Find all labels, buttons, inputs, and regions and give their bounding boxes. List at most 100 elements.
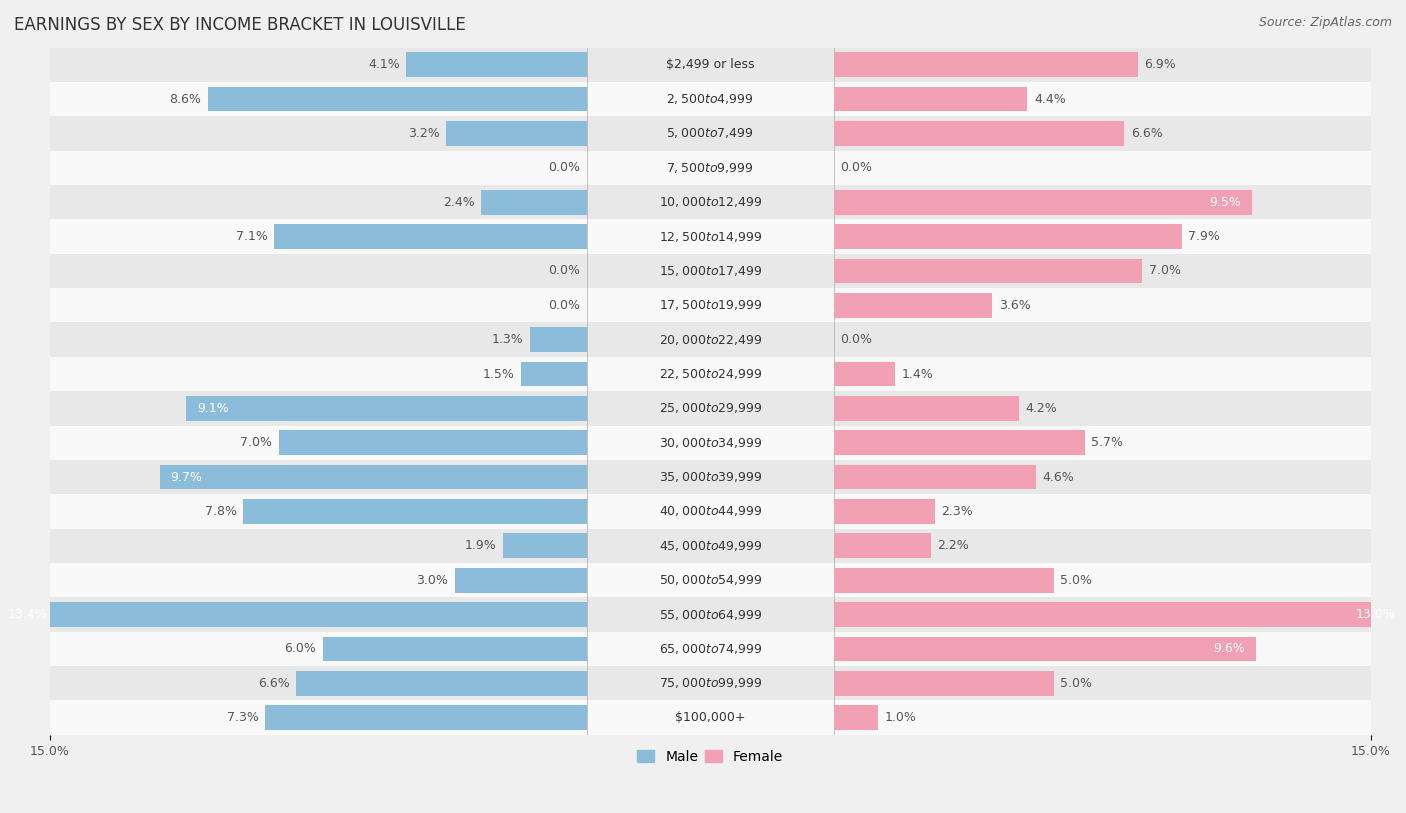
Bar: [834, 224, 1181, 249]
Text: $12,500 to $14,999: $12,500 to $14,999: [658, 229, 762, 244]
Bar: [834, 465, 1036, 489]
Text: 9.6%: 9.6%: [1213, 642, 1246, 655]
Text: 2.4%: 2.4%: [443, 196, 475, 209]
Text: 3.0%: 3.0%: [416, 574, 449, 587]
Bar: [49, 632, 1371, 666]
Bar: [406, 52, 586, 77]
Text: $55,000 to $64,999: $55,000 to $64,999: [658, 607, 762, 622]
Text: 5.0%: 5.0%: [1060, 676, 1092, 689]
Bar: [834, 293, 993, 318]
Text: 6.0%: 6.0%: [284, 642, 316, 655]
Bar: [834, 533, 931, 559]
Text: $5,000 to $7,499: $5,000 to $7,499: [666, 127, 754, 141]
Text: EARNINGS BY SEX BY INCOME BRACKET IN LOUISVILLE: EARNINGS BY SEX BY INCOME BRACKET IN LOU…: [14, 16, 465, 34]
Text: $25,000 to $29,999: $25,000 to $29,999: [658, 402, 762, 415]
Bar: [278, 430, 586, 455]
Text: 13.0%: 13.0%: [1355, 608, 1395, 621]
Bar: [834, 671, 1054, 696]
Bar: [297, 671, 586, 696]
Bar: [49, 598, 1371, 632]
Bar: [208, 87, 586, 111]
Bar: [243, 499, 586, 524]
Text: 4.6%: 4.6%: [1043, 471, 1074, 484]
Text: $2,499 or less: $2,499 or less: [666, 59, 755, 72]
Text: 9.5%: 9.5%: [1209, 196, 1241, 209]
Bar: [322, 637, 586, 661]
Text: 7.0%: 7.0%: [1149, 264, 1181, 277]
Text: 6.6%: 6.6%: [257, 676, 290, 689]
Bar: [834, 567, 1054, 593]
Text: 0.0%: 0.0%: [841, 161, 872, 174]
Bar: [834, 52, 1137, 77]
Text: $15,000 to $17,499: $15,000 to $17,499: [658, 264, 762, 278]
Text: 6.9%: 6.9%: [1144, 59, 1175, 72]
Bar: [481, 189, 586, 215]
Bar: [49, 391, 1371, 425]
Bar: [503, 533, 586, 559]
Text: 5.7%: 5.7%: [1091, 437, 1123, 450]
Text: $22,500 to $24,999: $22,500 to $24,999: [658, 367, 762, 381]
Bar: [834, 706, 877, 730]
Text: 5.0%: 5.0%: [1060, 574, 1092, 587]
Text: $7,500 to $9,999: $7,500 to $9,999: [666, 161, 754, 175]
Text: 2.2%: 2.2%: [938, 539, 969, 552]
Legend: Male, Female: Male, Female: [631, 744, 789, 769]
Text: $17,500 to $19,999: $17,500 to $19,999: [658, 298, 762, 312]
Text: 13.4%: 13.4%: [7, 608, 48, 621]
Bar: [49, 323, 1371, 357]
Text: $10,000 to $12,499: $10,000 to $12,499: [658, 195, 762, 209]
Bar: [834, 602, 1406, 627]
Text: 7.1%: 7.1%: [236, 230, 267, 243]
Bar: [49, 666, 1371, 701]
Bar: [274, 224, 586, 249]
Bar: [49, 116, 1371, 150]
Text: 0.0%: 0.0%: [548, 298, 581, 311]
Bar: [49, 288, 1371, 323]
Text: 8.6%: 8.6%: [170, 93, 201, 106]
Bar: [266, 706, 586, 730]
Text: 4.2%: 4.2%: [1025, 402, 1057, 415]
Text: $20,000 to $22,499: $20,000 to $22,499: [658, 333, 762, 346]
Text: 4.4%: 4.4%: [1033, 93, 1066, 106]
Text: 0.0%: 0.0%: [548, 161, 581, 174]
Bar: [49, 47, 1371, 82]
Bar: [49, 220, 1371, 254]
Bar: [49, 82, 1371, 116]
Text: 1.3%: 1.3%: [491, 333, 523, 346]
Text: $100,000+: $100,000+: [675, 711, 745, 724]
Bar: [834, 87, 1028, 111]
Text: $45,000 to $49,999: $45,000 to $49,999: [658, 539, 762, 553]
Text: 9.7%: 9.7%: [170, 471, 202, 484]
Text: 1.9%: 1.9%: [465, 539, 496, 552]
Text: 3.6%: 3.6%: [998, 298, 1031, 311]
Text: $40,000 to $44,999: $40,000 to $44,999: [658, 505, 762, 519]
Bar: [454, 567, 586, 593]
Bar: [530, 328, 586, 352]
Bar: [49, 563, 1371, 598]
Bar: [49, 701, 1371, 735]
Bar: [834, 637, 1257, 661]
Bar: [520, 362, 586, 386]
Bar: [834, 259, 1142, 283]
Bar: [49, 460, 1371, 494]
Bar: [834, 121, 1125, 146]
Bar: [160, 465, 586, 489]
Text: 1.4%: 1.4%: [901, 367, 934, 380]
Text: 3.2%: 3.2%: [408, 127, 439, 140]
Bar: [49, 185, 1371, 220]
Text: $75,000 to $99,999: $75,000 to $99,999: [658, 676, 762, 690]
Bar: [834, 396, 1018, 421]
Text: $35,000 to $39,999: $35,000 to $39,999: [658, 470, 762, 484]
Bar: [49, 494, 1371, 528]
Text: Source: ZipAtlas.com: Source: ZipAtlas.com: [1258, 16, 1392, 29]
Text: $30,000 to $34,999: $30,000 to $34,999: [658, 436, 762, 450]
Text: $65,000 to $74,999: $65,000 to $74,999: [658, 642, 762, 656]
Bar: [446, 121, 586, 146]
Bar: [49, 425, 1371, 460]
Text: 7.8%: 7.8%: [205, 505, 236, 518]
Bar: [0, 602, 586, 627]
Text: $50,000 to $54,999: $50,000 to $54,999: [658, 573, 762, 587]
Text: 0.0%: 0.0%: [841, 333, 872, 346]
Text: 2.3%: 2.3%: [942, 505, 973, 518]
Bar: [834, 189, 1253, 215]
